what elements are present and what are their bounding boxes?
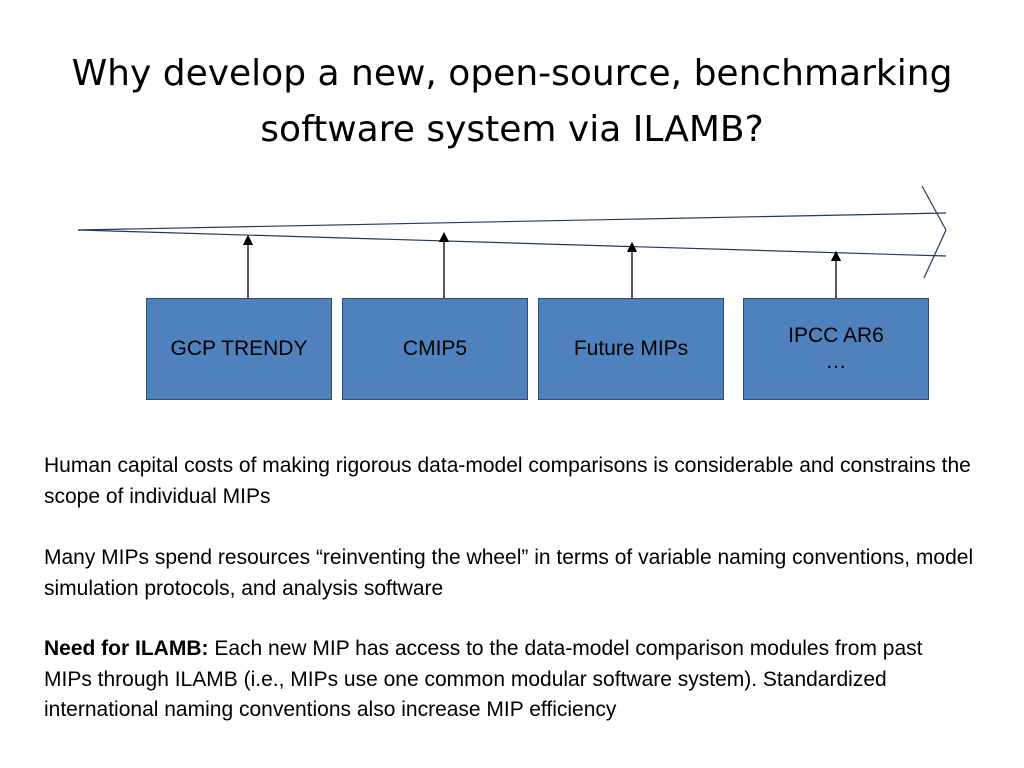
box-label: IPCC AR6 … [788, 324, 884, 373]
slide-title: Why develop a new, open-source, benchmar… [40, 46, 984, 158]
box-future-mips: Future MIPs [538, 298, 724, 400]
timeline-chevron-top [921, 185, 947, 231]
paragraph-human-capital: Human capital costs of making rigorous d… [44, 454, 971, 508]
timeline-lower-edge [77, 229, 947, 257]
box-gcp-trendy: GCP TRENDY [146, 298, 332, 400]
box-ipcc-ar6: IPCC AR6 … [743, 298, 929, 400]
timeline-upper-edge [77, 212, 947, 231]
box-label: Future MIPs [573, 337, 689, 360]
paragraph-reinventing-wheel: Many MIPs spend resources “reinventing t… [44, 546, 974, 600]
title-line-2: software system via ILAMB? [260, 109, 764, 150]
title-line-1: Why develop a new, open-source, benchmar… [71, 53, 953, 94]
timeline-chevron-bottom [923, 229, 947, 279]
box-cmip5: CMIP5 [342, 298, 528, 400]
box-label: GCP TRENDY [170, 337, 308, 360]
need-for-ilamb-text: Each new MIP has access to the data-mode… [44, 637, 923, 721]
paragraph-need-for-ilamb: Need for ILAMB: Each new MIP has access … [44, 634, 974, 726]
box-label: CMIP5 [402, 337, 468, 360]
need-for-ilamb-label: Need for ILAMB: [44, 637, 209, 660]
